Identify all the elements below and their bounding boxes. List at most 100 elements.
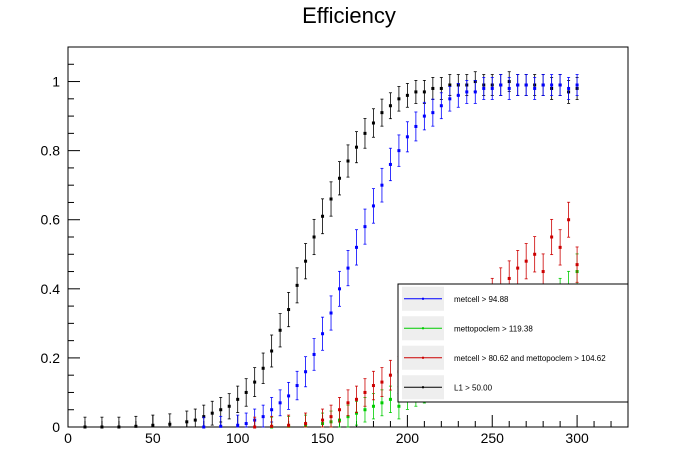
data-point [329,415,333,419]
data-point [219,408,223,412]
data-point [321,332,325,336]
data-point [371,121,375,125]
data-point [168,422,172,426]
x-axis: 0 50 100 150 200 250 300 [64,415,612,446]
data-point [151,423,155,427]
data-point [541,83,545,87]
data-point [473,90,477,94]
data-point [388,397,392,401]
data-point [134,424,138,428]
data-point [363,225,367,229]
data-point [236,397,240,401]
data-point [414,124,418,128]
data-point [575,83,579,87]
data-point [397,404,401,408]
data-point [321,214,325,218]
y-tick-label: 0.2 [41,350,61,366]
data-point [321,418,325,422]
data-point [338,408,342,412]
data-point [100,425,104,429]
data-point [227,404,231,408]
data-point [516,83,520,87]
data-point [354,397,358,401]
data-point [507,86,511,90]
x-tick-label: 300 [565,430,589,446]
data-point [490,86,494,90]
legend-entry-label: mettopoclem > 119.38 [454,324,533,333]
data-point [287,394,291,398]
y-tick-label: 0.8 [41,143,61,159]
data-point [533,252,537,256]
data-point [312,352,316,356]
data-point [83,425,87,429]
legend-marker [422,297,424,300]
data-point [414,90,418,94]
data-point [304,370,308,374]
data-point [550,83,554,87]
data-point [304,422,308,426]
legend-entry-label: metcell > 94.88 [454,295,509,304]
legend-marker [422,386,424,389]
data-point [499,83,503,87]
data-point [117,425,121,429]
data-point [380,401,384,405]
x-tick-label: 250 [481,430,505,446]
data-point [363,390,367,394]
data-point [388,104,392,108]
data-point [202,415,206,419]
series-1 [202,74,579,429]
data-point [388,162,392,166]
data-point [210,411,214,415]
data-point [465,90,469,94]
data-point [431,111,435,115]
data-point [354,145,358,149]
data-point [550,235,554,239]
data-point [482,86,486,90]
data-point [567,86,571,90]
data-point [533,86,537,90]
data-point [567,218,571,222]
data-point [354,411,358,415]
x-tick-label: 0 [64,430,72,446]
x-tick-label: 200 [396,430,420,446]
y-tick-label: 0 [52,419,60,435]
data-point [541,270,545,274]
data-point [346,266,350,270]
data-point [558,245,562,249]
data-point [388,373,392,377]
data-point [371,384,375,388]
legend-entry-label: L1 > 50.00 [454,383,493,392]
data-point [516,266,520,270]
data-point [329,197,333,201]
data-point [363,408,367,412]
x-tick-label: 100 [226,430,250,446]
data-point [439,104,443,108]
data-point [295,384,299,388]
data-point [329,311,333,315]
data-point [304,259,308,263]
data-point [287,423,291,427]
data-point [253,380,257,384]
data-point [558,83,562,87]
data-point [338,176,342,180]
data-point [448,83,452,87]
x-tick-label: 150 [311,430,335,446]
data-point [380,380,384,384]
data-point [456,93,460,97]
data-point [346,401,350,405]
data-point [524,259,528,263]
data-point [380,111,384,115]
data-point [507,276,511,280]
data-point [524,83,528,87]
data-point [312,235,316,239]
data-point [363,131,367,135]
data-point [261,415,265,419]
data-point [346,415,350,419]
data-point [261,366,265,370]
data-point [346,159,350,163]
data-point [295,283,299,287]
data-point [236,423,240,427]
legend: metcell > 94.88 mettopoclem > 119.38 metce… [397,283,629,403]
data-point [193,418,197,422]
data-point [575,263,579,267]
